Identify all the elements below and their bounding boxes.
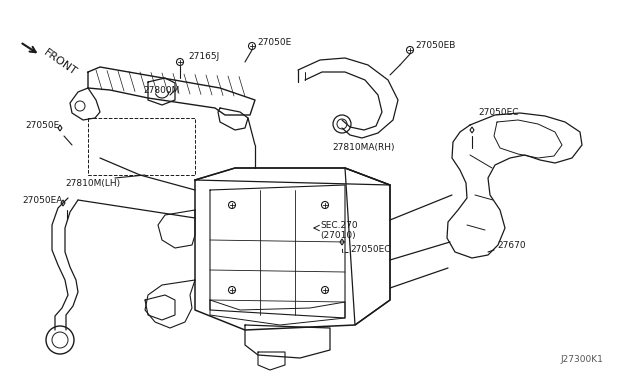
Text: 27810M(LH): 27810M(LH) [65,179,120,187]
Text: 27050E: 27050E [25,121,60,129]
Text: SEC.270: SEC.270 [320,221,358,230]
Text: (27010): (27010) [320,231,356,240]
Text: 27800M: 27800M [143,86,179,94]
Text: 27670: 27670 [497,241,525,250]
Polygon shape [61,200,65,206]
Polygon shape [58,125,62,131]
Text: 27050EC: 27050EC [350,246,390,254]
Text: 27165J: 27165J [188,51,220,61]
Text: FRONT: FRONT [42,47,79,77]
Text: 27050EA: 27050EA [22,196,62,205]
Text: 27810MA(RH): 27810MA(RH) [332,142,394,151]
Text: 27050EC: 27050EC [478,108,518,116]
Text: 27050EB: 27050EB [415,41,456,49]
Polygon shape [340,239,344,245]
Text: J27300K1: J27300K1 [560,356,603,365]
Text: 27050E: 27050E [257,38,291,46]
Polygon shape [470,127,474,133]
